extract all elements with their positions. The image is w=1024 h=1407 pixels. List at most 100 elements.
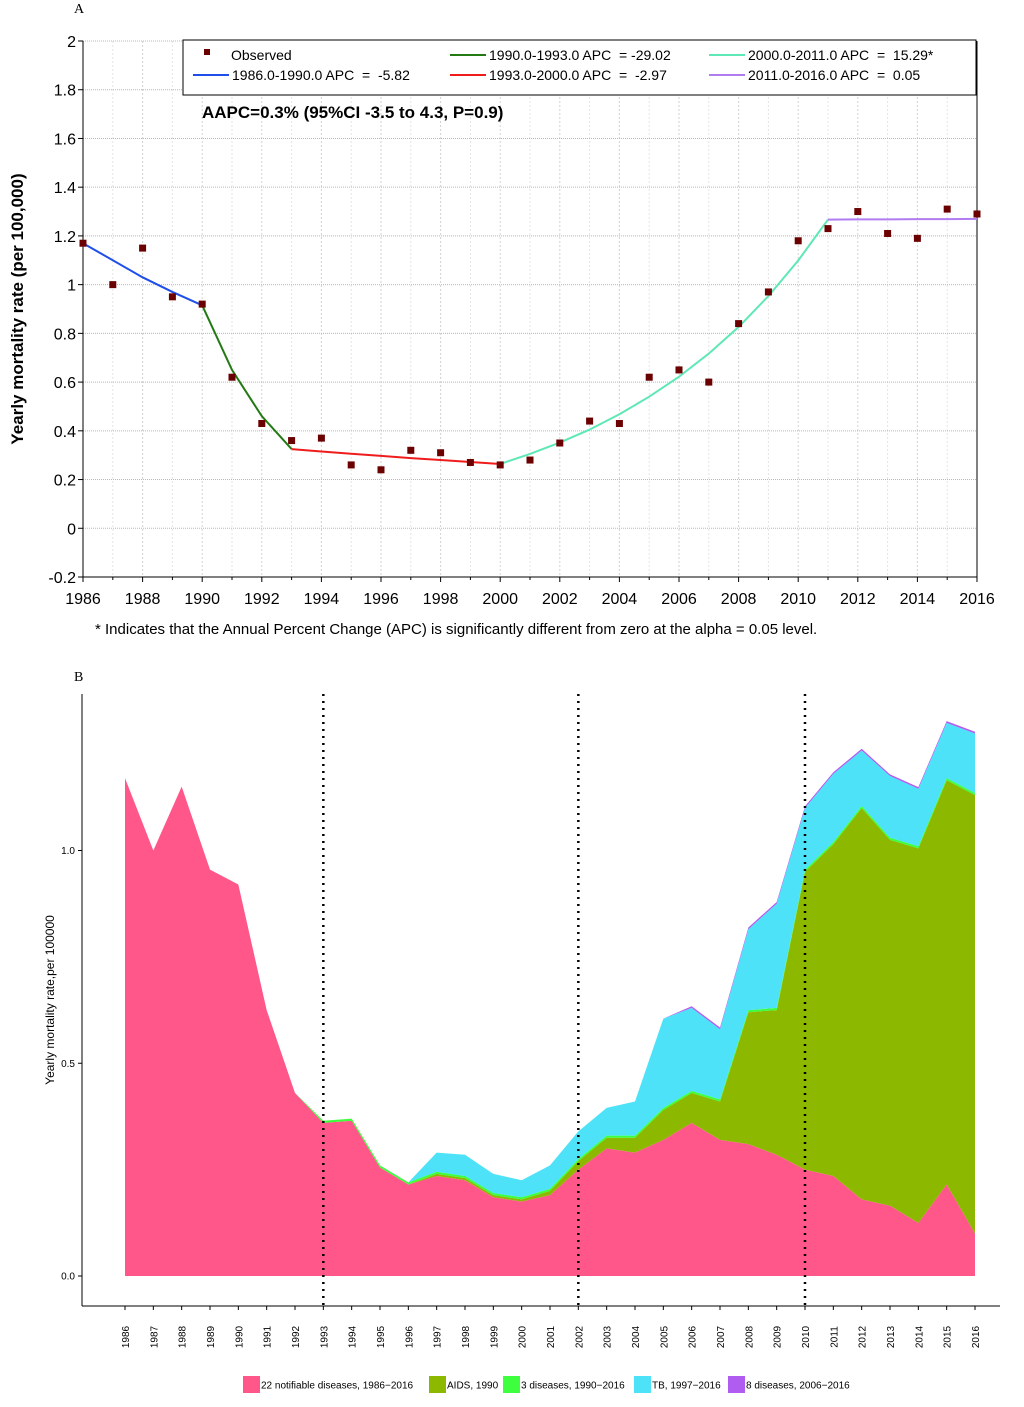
observed-point [228,373,236,381]
aapc-annotation: AAPC=0.3% (95%CI -3.5 to 4.3, P=0.9) [202,103,503,122]
legend-label: Observed [231,47,292,63]
observed-point [258,420,266,428]
y-tick-label: 0.4 [54,424,76,441]
x-tick-label: 2011 [829,1326,840,1348]
x-tick-label: 1996 [363,591,399,608]
x-tick-label: 2004 [631,1325,642,1348]
observed-point [347,461,355,469]
x-tick-label: 1991 [263,1325,274,1348]
x-tick-label: 2003 [603,1325,614,1348]
y-tick-label: 0 [67,521,76,538]
observed-point [556,439,564,447]
observed-point [705,378,713,386]
legend-swatch-3 [503,1376,520,1393]
legend-label: 3 diseases, 1990−2016 [521,1381,625,1392]
x-tick-label: 1994 [348,1325,359,1348]
x-tick-label: 2002 [542,591,578,608]
observed-point [317,434,325,442]
legend-label: AIDS, 1990 [447,1381,499,1392]
x-tick-label: 2006 [661,591,697,608]
panel-a-chart: -0.2 0 0.2 0.4 0.6 0.8 1 1.2 1.4 1.6 1.8 2 1986 1988 1… [8,34,995,638]
area-series-2 [125,778,975,1234]
segment-line-3 [291,448,501,465]
legend-swatch-4 [634,1376,651,1393]
legend-label: 1990.0-1993.0 APC = -29.02 [489,47,671,63]
x-tick-label: 2007 [716,1325,727,1348]
x-tick-label: 1998 [461,1325,472,1348]
x-tick-label: 2014 [914,1325,925,1348]
observed-point [973,210,981,218]
y-tick-label: -0.2 [48,570,76,587]
y-axis-label: Yearly mortality rate,per 100000 [43,915,57,1085]
x-tick-label: 2016 [971,1325,982,1348]
x-tick-label: 1988 [178,1325,189,1348]
observed-point [824,225,832,233]
legend-label: 22 notifiable diseases, 1986−2016 [261,1381,414,1392]
area-series-1 [125,778,975,1276]
x-tick-label: 2006 [688,1325,699,1348]
y-tick-label: 1.4 [54,180,76,197]
legend-label: 2000.0-2011.0 APC = 15.29* [748,47,934,63]
observed-point [496,461,504,469]
observed-point [913,234,921,242]
x-tick-label: 1996 [404,1325,415,1348]
legend-label: TB, 1997−2016 [652,1381,721,1392]
observed-point [764,288,772,296]
observed-point [675,366,683,374]
x-tick-label: 2015 [943,1325,954,1348]
x-tick-label: 2000 [482,591,518,608]
segment-line-5 [827,217,978,221]
y-tick-label: 0.6 [54,375,76,392]
segment-line-4 [499,218,829,465]
x-tick-label: 1995 [376,1325,387,1348]
x-tick-label: 1990 [184,591,220,608]
x-tick-label: 2012 [840,591,876,608]
legend-swatch-5 [728,1376,745,1393]
observed-point [377,466,385,474]
legend-swatch-1 [243,1376,260,1393]
legend-box [182,39,977,96]
observed-point [884,229,892,237]
x-tick-label: 1987 [149,1325,160,1348]
observed-point [794,237,802,245]
x-tick-label: 1992 [244,591,280,608]
y-tick-label: 0.8 [54,326,76,343]
observed-point [288,437,296,445]
x-tick-label: 2010 [801,1325,812,1348]
y-tick-label: 1.2 [54,229,76,246]
observed-point [79,239,87,247]
x-tick-label: 1997 [433,1325,444,1348]
y-tick-label: 1.6 [54,131,76,148]
x-tick-label: 1986 [121,1325,132,1348]
observed-point [645,373,653,381]
y-axis-label: Yearly mortality rate (per 100,000) [8,173,27,444]
legend-label: 1986.0-1990.0 APC = -5.82 [232,67,410,83]
x-tick-label: 2001 [546,1325,557,1348]
x-tick-label: 2016 [959,591,995,608]
observed-point [139,244,147,252]
legend-label: 2011.0-2016.0 APC = 0.05 [748,67,920,83]
x-tick-label: 2014 [900,591,936,608]
observed-point [615,420,623,428]
y-tick-label: 1 [67,278,76,295]
y-tick-label: 1.8 [54,83,76,100]
x-tick-label: 2005 [659,1325,670,1348]
x-tick-label: 2004 [602,591,638,608]
panel-a-letter: A [74,2,85,17]
legend-label: 1993.0-2000.0 APC = -2.97 [489,67,667,83]
observed-point [735,320,743,328]
x-tick-label: 2002 [574,1325,585,1348]
segment-line-2 [201,304,293,450]
x-tick-label: 1988 [125,591,161,608]
observed-point [168,293,176,301]
observed-point [526,456,534,464]
observed-point [854,208,862,216]
y-tick-label: 0.5 [61,1059,75,1070]
observed-point [586,417,594,425]
x-tick-label: 1992 [291,1325,302,1348]
x-tick-label: 2008 [721,591,757,608]
panel-b-chart: 0.0 0.5 1.0 1986 1987 1988 1989 1990 1991 1992 199… [43,694,1000,1393]
x-tick-label: 2010 [780,591,816,608]
observed-point [198,300,206,308]
x-tick-label: 1986 [65,591,101,608]
